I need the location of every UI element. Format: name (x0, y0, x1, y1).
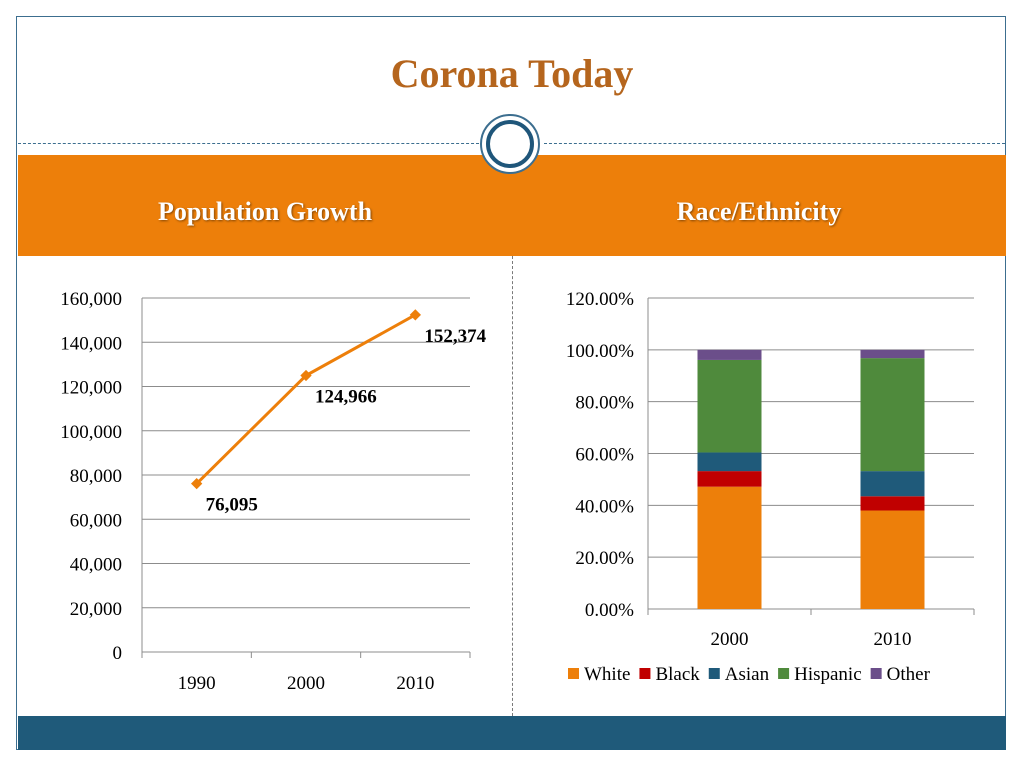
bar-segment-asian (860, 471, 925, 497)
y-tick-label: 20.00% (575, 548, 634, 569)
data-label: 76,095 (206, 495, 258, 516)
legend-swatch-asian (708, 668, 720, 679)
legend-label-hispanic: Hispanic (794, 664, 862, 685)
slide-title: Corona Today (390, 51, 634, 96)
column-divider (512, 256, 513, 716)
y-tick-label: 120.00% (566, 289, 634, 310)
y-tick-label: 60.00% (575, 445, 634, 466)
y-tick-label: 140,000 (60, 333, 122, 354)
population-data-point (300, 369, 312, 382)
y-tick-label: 80.00% (575, 393, 634, 414)
x-tick-label: 2000 (711, 629, 749, 650)
bar-segment-black (860, 496, 925, 511)
bar-segment-white (860, 510, 925, 609)
footer-bar (18, 716, 1006, 750)
data-label: 152,374 (424, 326, 486, 347)
legend-label-asian: Asian (725, 664, 770, 685)
y-tick-label: 80,000 (70, 466, 122, 487)
bar-segment-asian (697, 452, 762, 472)
population-growth-heading: Population Growth (157, 197, 373, 226)
title-divider-left (18, 143, 484, 144)
y-tick-label: 60,000 (70, 510, 122, 531)
bar-segment-white (697, 486, 762, 609)
x-tick-label: 2010 (874, 629, 912, 650)
legend-swatch-hispanic (778, 668, 790, 679)
bar-segment-other (860, 349, 925, 359)
y-tick-label: 40,000 (70, 555, 122, 576)
y-tick-label: 0.00% (585, 600, 634, 621)
legend-label-white: White (584, 664, 630, 685)
legend-label-other: Other (887, 664, 931, 685)
y-tick-label: 40.00% (575, 496, 634, 517)
y-tick-label: 100.00% (566, 341, 634, 362)
y-tick-label: 100,000 (60, 422, 122, 443)
race-ethnicity-heading: Race/Ethnicity (676, 197, 842, 226)
population-data-point (191, 477, 203, 490)
x-tick-label: 1990 (178, 673, 216, 694)
legend-label-black: Black (655, 664, 700, 685)
bar-segment-other (697, 349, 762, 360)
legend-swatch-white (568, 668, 579, 679)
x-tick-label: 2010 (396, 673, 434, 694)
y-tick-label: 20,000 (70, 599, 122, 620)
population-data-point (409, 309, 421, 321)
y-tick-label: 0 (113, 643, 123, 664)
y-tick-label: 160,000 (60, 289, 122, 310)
legend-swatch-black (639, 668, 651, 679)
legend-swatch-other (870, 668, 882, 679)
bar-segment-hispanic (860, 358, 925, 472)
y-tick-label: 120,000 (60, 378, 122, 399)
x-tick-label: 2000 (287, 673, 325, 694)
bar-segment-black (697, 471, 762, 487)
bar-segment-hispanic (697, 359, 762, 453)
title-divider-right (544, 143, 1005, 144)
divider-ornament-inner (486, 120, 534, 168)
data-label: 124,966 (315, 387, 377, 408)
